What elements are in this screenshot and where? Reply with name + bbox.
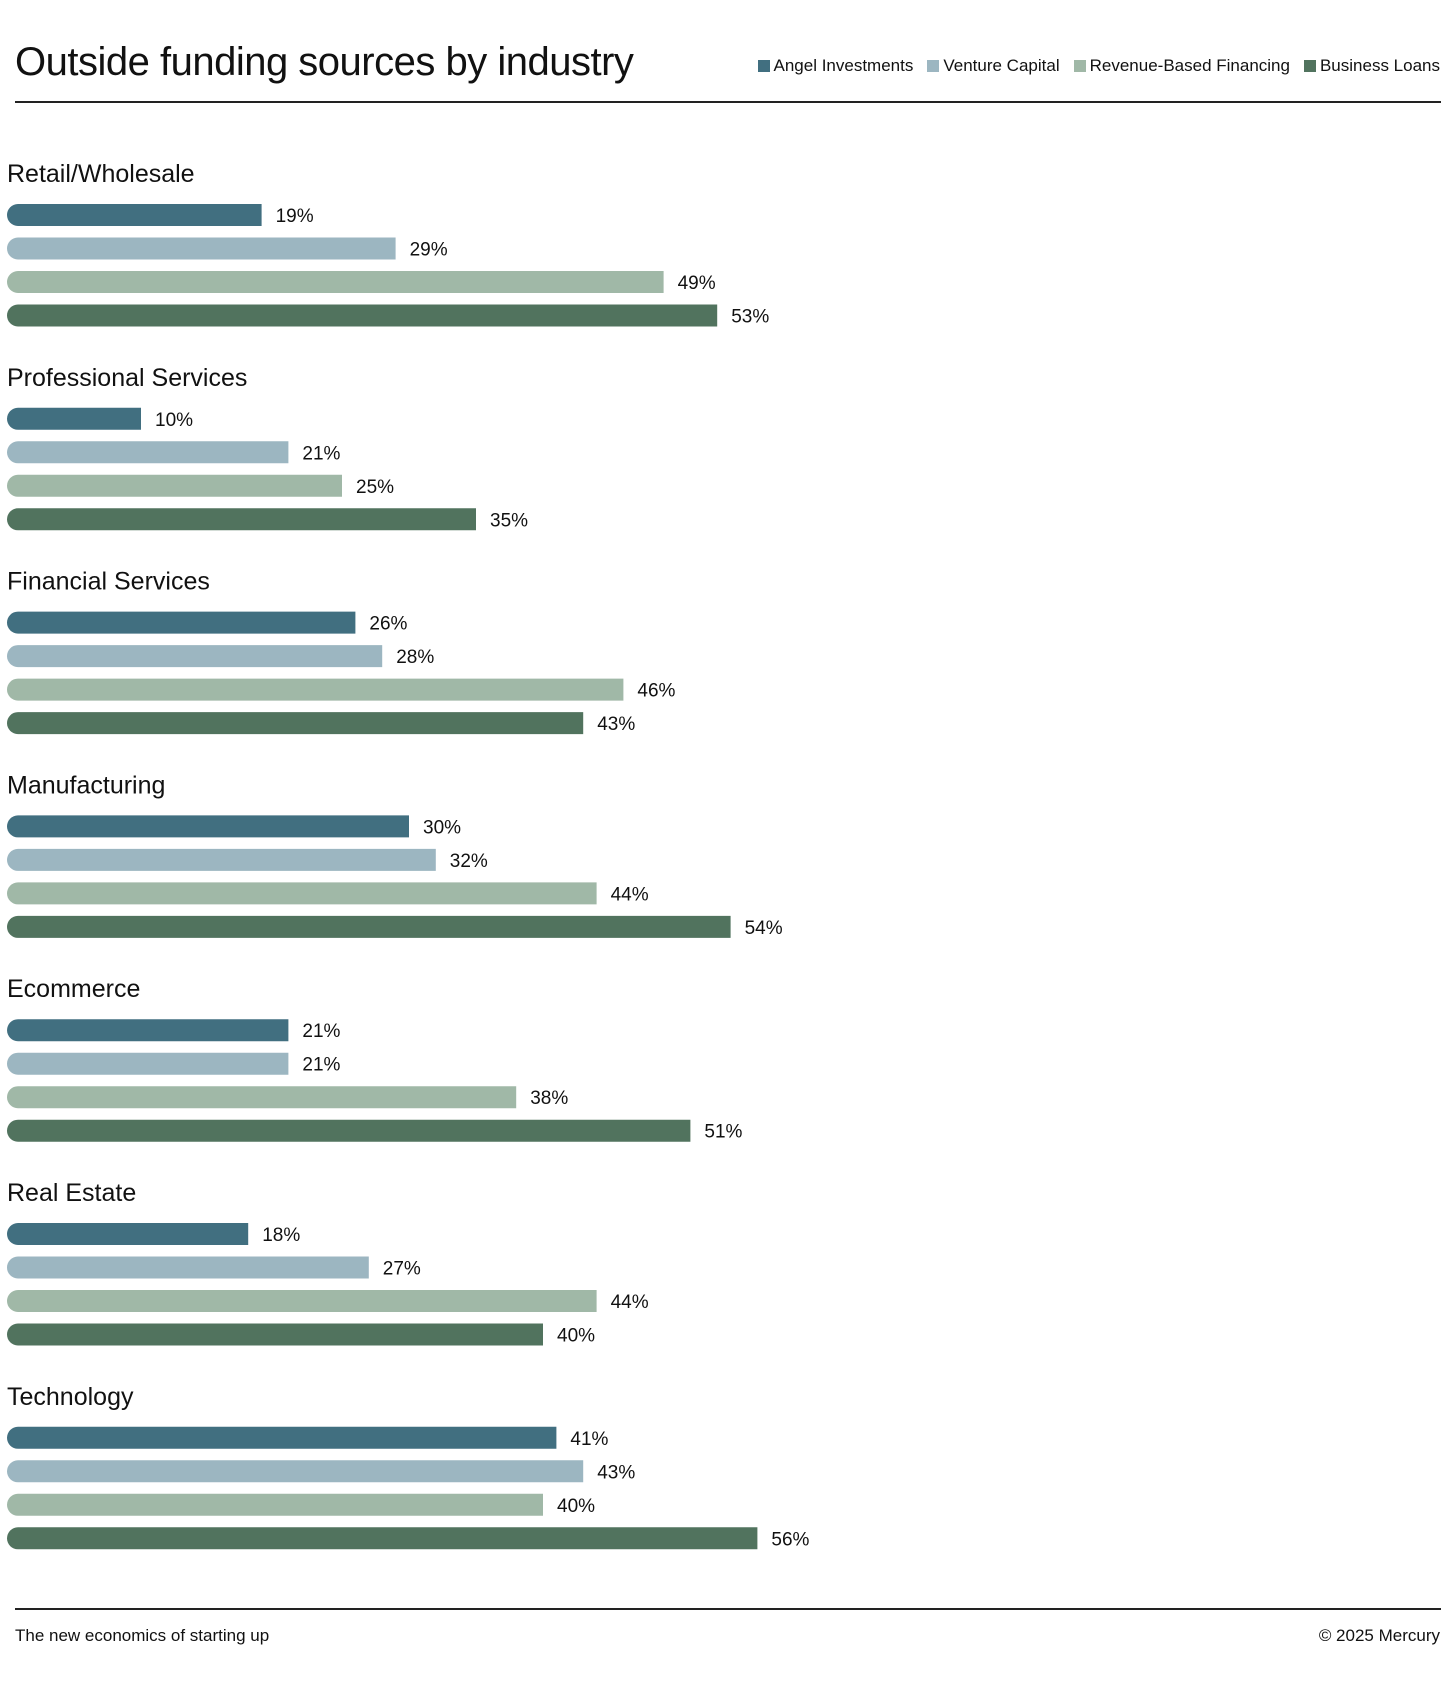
bar-professional-services-angel-investments [7, 407, 142, 430]
bar-financial-services-venture-capital [7, 645, 383, 668]
industry-label: Retail/Wholesale [7, 160, 195, 188]
legend-label: Angel Investments [773, 56, 914, 75]
legend-swatch [1073, 60, 1086, 72]
data-label: 49% [678, 273, 716, 294]
footer-divider [15, 1608, 1441, 1610]
legend-swatch [757, 60, 770, 72]
bar-retail-wholesale-revenue-based-financing [7, 271, 664, 293]
bar-ecommerce-venture-capital [7, 1052, 289, 1075]
data-label: 40% [557, 1326, 595, 1347]
data-label: 35% [490, 510, 528, 531]
bar-professional-services-business-loans [7, 508, 477, 531]
data-label: 21% [302, 443, 340, 464]
bar-real-estate-business-loans [7, 1323, 544, 1346]
data-label: 43% [597, 714, 635, 735]
legend-item-angel-investments: Angel Investments [757, 56, 914, 76]
bar-ecommerce-revenue-based-financing [7, 1086, 517, 1109]
industry-label: Financial Services [7, 568, 210, 596]
bar-technology-angel-investments [7, 1426, 557, 1449]
bar-financial-services-business-loans [7, 712, 584, 735]
bar-real-estate-angel-investments [7, 1223, 249, 1245]
industry-group-real-estate: Real Estate 18% 27% 44% 40% [7, 1179, 649, 1347]
industry-group-ecommerce: Ecommerce 21% 21% 38% 51% [7, 975, 743, 1142]
data-label: 54% [745, 918, 783, 939]
chart-title: Outside funding sources by industry [15, 40, 634, 84]
data-label: 46% [637, 681, 675, 702]
industry-label: Ecommerce [7, 975, 140, 1003]
industry-group-retail-wholesale: Retail/Wholesale 19% 29% 49% 53% [7, 160, 769, 328]
data-label: 51% [704, 1122, 742, 1143]
industry-label: Professional Services [7, 364, 247, 392]
legend-item-revenue-based-financing: Revenue-Based Financing [1073, 56, 1290, 76]
legend-swatch [1303, 60, 1316, 72]
bar-ecommerce-business-loans [7, 1119, 691, 1142]
footer-publication-title: The new economics of starting up [15, 1626, 270, 1645]
industry-group-manufacturing: Manufacturing 30% 32% 44% 54% [7, 771, 783, 939]
data-label: 18% [262, 1225, 300, 1246]
industry-label: Manufacturing [7, 771, 165, 799]
bar-professional-services-venture-capital [7, 441, 289, 464]
data-label: 27% [383, 1259, 421, 1280]
bar-financial-services-revenue-based-financing [7, 678, 624, 701]
industry-label: Technology [7, 1383, 134, 1411]
data-label: 28% [396, 647, 434, 668]
data-label: 19% [276, 206, 314, 227]
data-label: 56% [771, 1529, 809, 1550]
bar-technology-venture-capital [7, 1460, 584, 1483]
data-label: 29% [410, 240, 448, 261]
legend-swatch [927, 60, 940, 72]
bar-retail-wholesale-business-loans [7, 304, 718, 327]
industry-group-professional-services: Professional Services 10% 21% 25% 35% [7, 364, 528, 532]
bar-ecommerce-angel-investments [7, 1019, 289, 1042]
data-label: 26% [369, 614, 407, 635]
legend-label: Venture Capital [943, 56, 1060, 75]
industry-label: Real Estate [7, 1179, 136, 1207]
data-label: 10% [155, 410, 193, 431]
bar-manufacturing-venture-capital [7, 848, 436, 871]
legend-label: Business Loans [1319, 56, 1440, 75]
data-label: 44% [611, 884, 649, 905]
legend-label: Revenue-Based Financing [1089, 56, 1290, 75]
data-label: 41% [570, 1429, 608, 1450]
legend-item-business-loans: Business Loans [1303, 56, 1440, 76]
data-label: 40% [557, 1496, 595, 1517]
industry-group-technology: Technology 41% 43%40% 56% [7, 1383, 810, 1551]
bar-technology-business-loans [7, 1527, 758, 1550]
bar-manufacturing-angel-investments [7, 815, 410, 838]
legend: Angel Investments Venture Capital Revenu… [757, 56, 1440, 76]
data-label: 44% [611, 1292, 649, 1313]
data-label: 53% [731, 307, 769, 328]
data-label: 21% [302, 1055, 340, 1076]
industry-group-financial-services: Financial Services 26% 28% 46%43% [7, 568, 676, 736]
data-label: 43% [597, 1462, 635, 1483]
bar-professional-services-revenue-based-financing [7, 474, 343, 497]
footer-copyright: © 2025 Mercury [1318, 1626, 1440, 1645]
data-label: 25% [356, 477, 394, 498]
bar-chart: Retail/Wholesale 19% 29% 49% 53% Professional… [7, 160, 810, 1551]
bar-retail-wholesale-venture-capital [7, 237, 396, 260]
data-label: 30% [423, 817, 461, 838]
legend-item-venture-capital: Venture Capital [927, 56, 1060, 76]
bar-financial-services-angel-investments [7, 611, 356, 634]
data-label: 38% [530, 1088, 568, 1109]
data-label: 32% [450, 851, 488, 872]
bar-retail-wholesale-angel-investments [7, 204, 262, 226]
bar-manufacturing-business-loans [7, 915, 731, 938]
data-label: 21% [302, 1021, 340, 1042]
bar-manufacturing-revenue-based-financing [7, 882, 597, 905]
bar-technology-revenue-based-financing [7, 1493, 544, 1516]
bar-real-estate-revenue-based-financing [7, 1290, 597, 1312]
header-divider [15, 101, 1441, 103]
bar-real-estate-venture-capital [7, 1256, 369, 1279]
